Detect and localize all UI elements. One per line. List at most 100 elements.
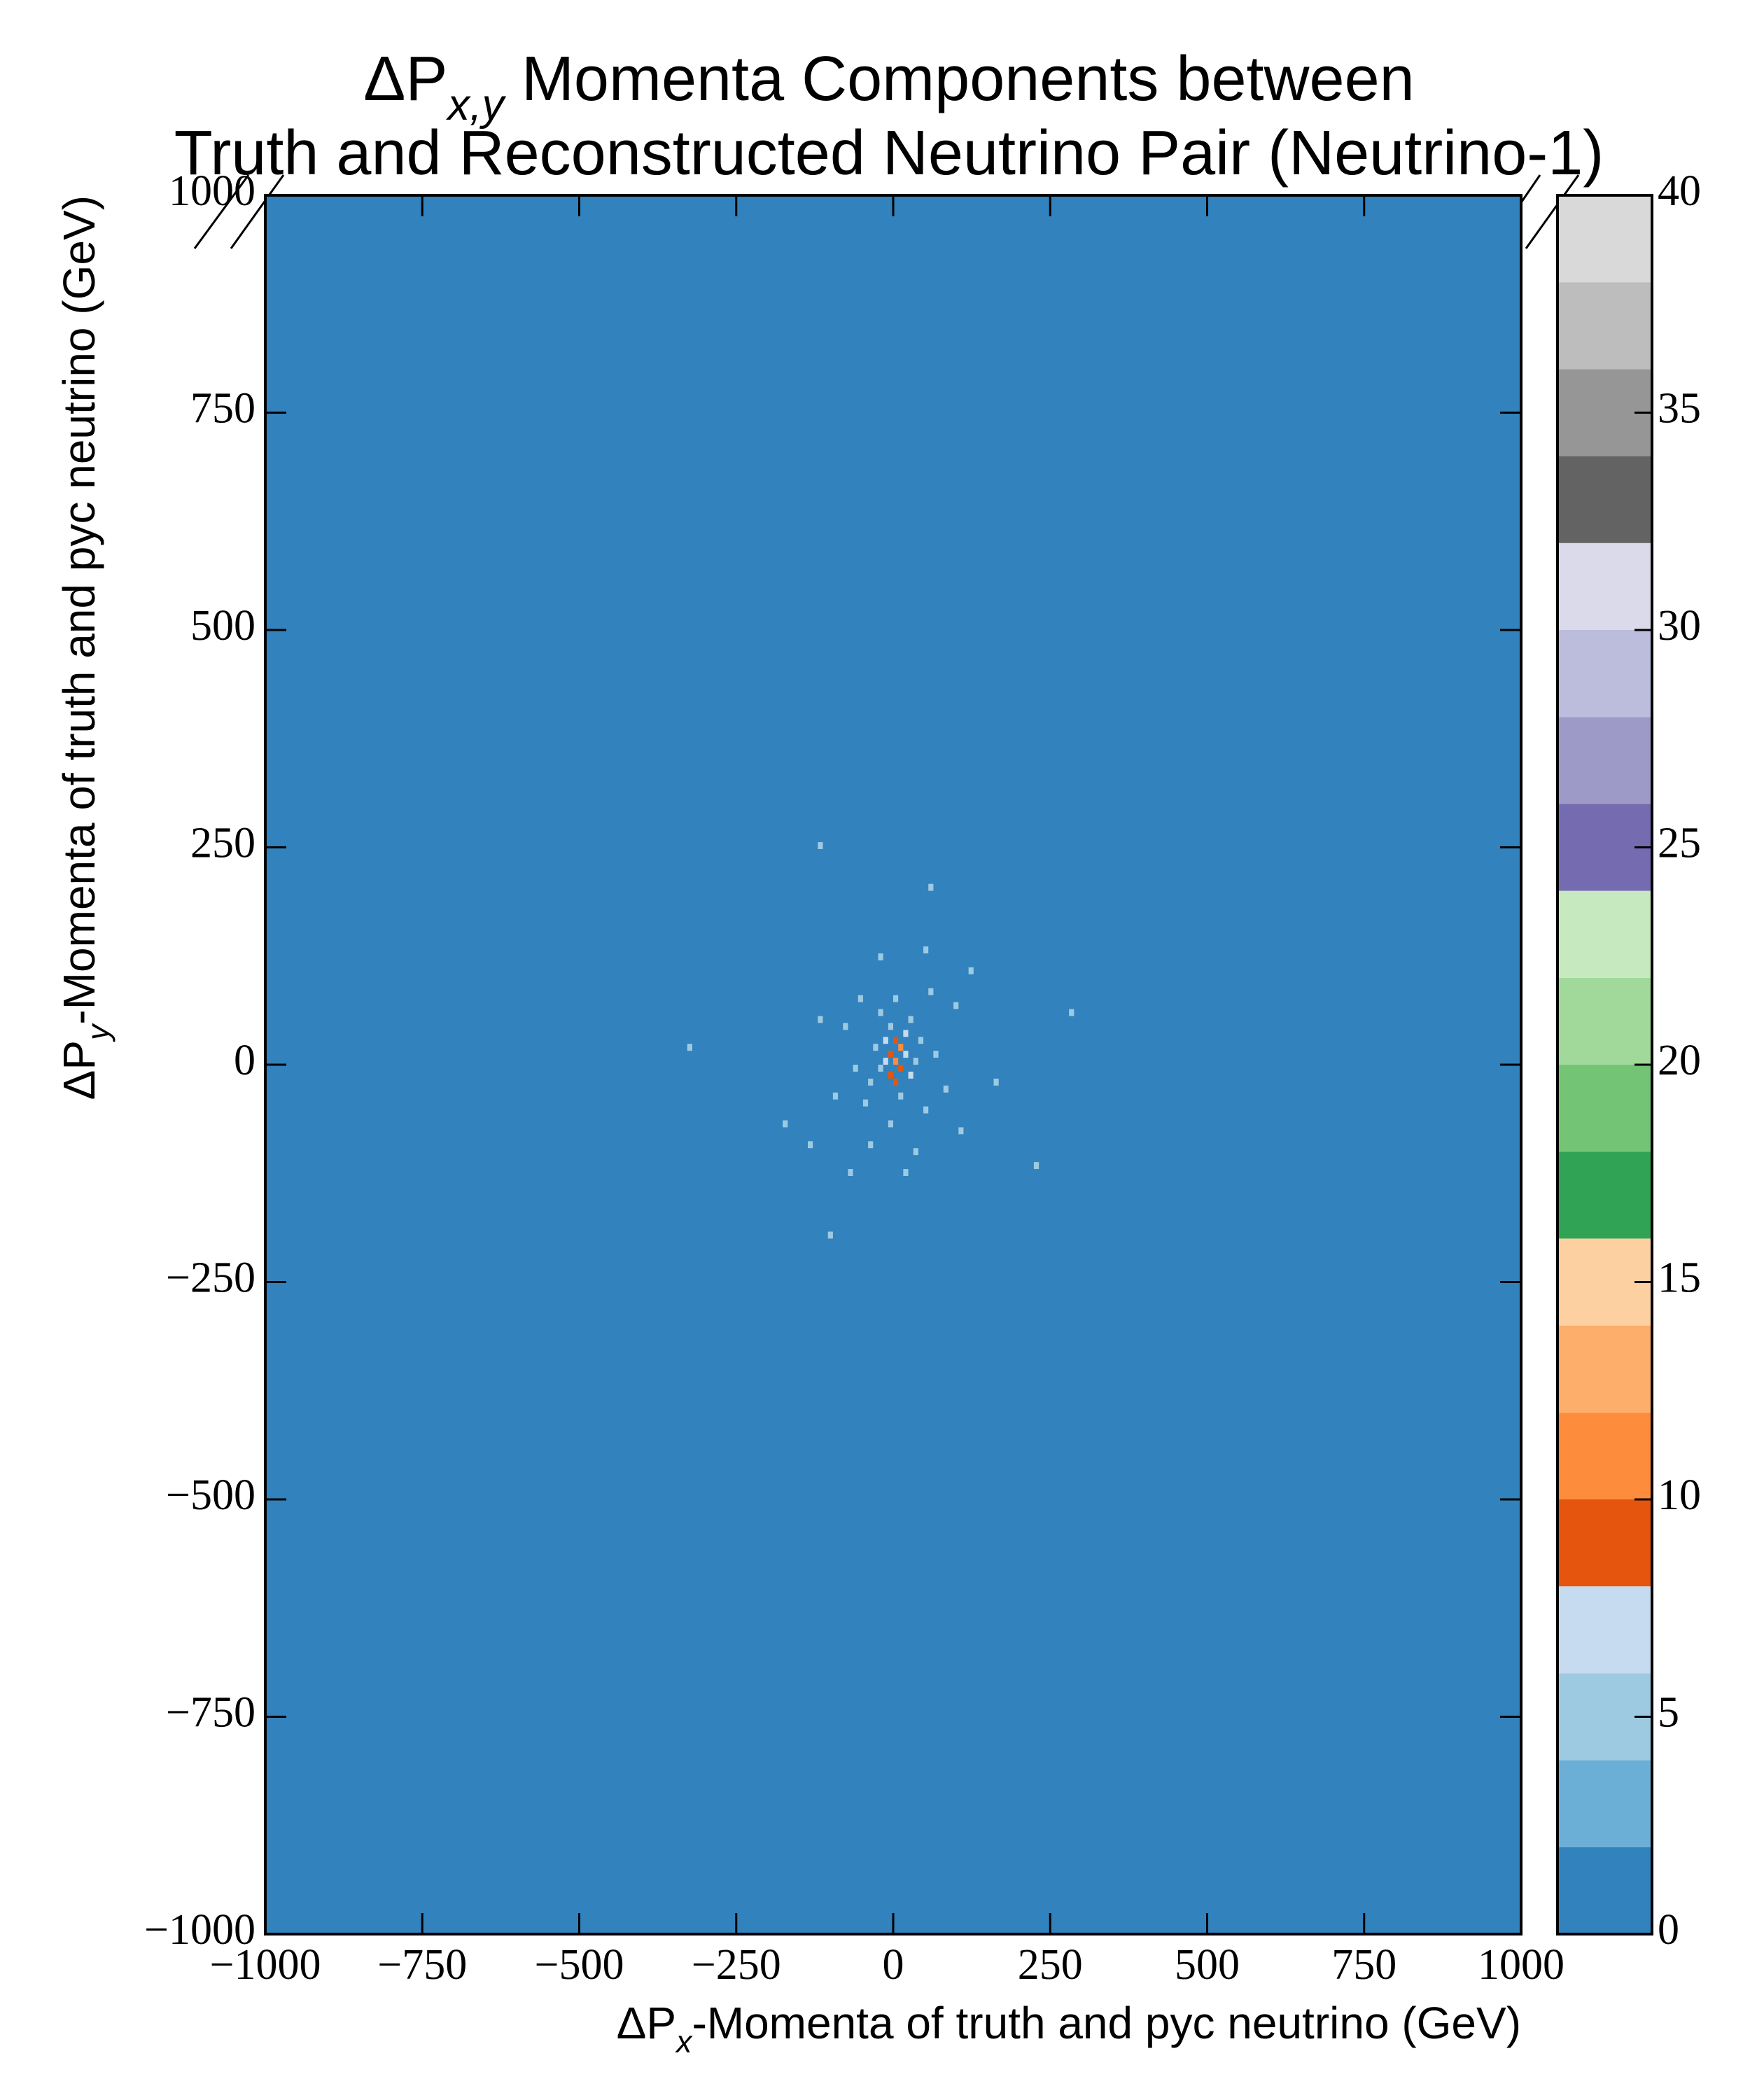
hist-cell xyxy=(888,1023,893,1030)
colorbar-band xyxy=(1558,1847,1652,1934)
hist-cell xyxy=(868,1141,874,1149)
x-tick-label: 0 xyxy=(883,1941,904,1989)
colorbar-band xyxy=(1558,890,1652,978)
colorbar-band xyxy=(1558,195,1652,283)
x-axis-label-part: x xyxy=(675,2024,693,2059)
colorbar-band xyxy=(1558,1499,1652,1587)
hist-cell xyxy=(853,1065,858,1072)
hist-cell xyxy=(903,1030,909,1037)
hist-cell xyxy=(913,1148,918,1156)
y-tick-label: 750 xyxy=(190,385,255,433)
x-axis-label: ΔPx-Momenta of truth and pyc neutrino (G… xyxy=(617,1998,1521,2059)
hist-cell xyxy=(933,1051,939,1058)
hist-cell xyxy=(893,1078,899,1086)
hist-cell xyxy=(818,842,823,849)
chart-title-part: Truth and Reconstructed Neutrino Pair (N… xyxy=(174,118,1604,188)
y-tick-label: 1000 xyxy=(169,167,255,215)
hist-cell xyxy=(893,1037,899,1044)
x-tick-label: −250 xyxy=(692,1941,781,1989)
x-tick-label: 1000 xyxy=(1478,1941,1564,1989)
hist-cell xyxy=(1069,1009,1074,1016)
hist-cell xyxy=(878,953,883,960)
hist-cell xyxy=(873,1044,878,1051)
chart-title: Truth and Reconstructed Neutrino Pair (N… xyxy=(174,118,1604,188)
hist-cell xyxy=(878,1009,883,1016)
hist-cell xyxy=(943,1085,948,1093)
hist-cell xyxy=(832,1092,839,1100)
hist-cell xyxy=(898,1065,904,1072)
y-axis-label-part: y xyxy=(80,1023,115,1042)
y-tick-label: −750 xyxy=(166,1689,255,1737)
hist-cell xyxy=(888,1071,893,1079)
y-tick-label: 500 xyxy=(190,602,255,650)
x-axis-label-part: ΔP xyxy=(617,1998,676,2048)
chart-title-part: Momenta Components between xyxy=(504,44,1415,114)
colorbar-band xyxy=(1558,456,1652,543)
hist-cell xyxy=(928,988,934,995)
colorbar-band xyxy=(1558,542,1652,630)
y-tick-label: −500 xyxy=(166,1471,255,1519)
colorbar-tick-label: 20 xyxy=(1658,1037,1701,1084)
y-tick-label: 0 xyxy=(234,1037,255,1084)
hist-cell xyxy=(898,1044,904,1051)
hist-cell xyxy=(687,1044,692,1051)
colorbar-band xyxy=(1558,282,1652,370)
hist-cell xyxy=(893,1058,899,1065)
y-tick-label: −1000 xyxy=(144,1906,255,1954)
hist-cell xyxy=(893,995,899,1002)
x-tick-label: −500 xyxy=(535,1941,624,1989)
y-axis-label-part: ΔP xyxy=(54,1040,104,1100)
colorbar-band xyxy=(1558,1065,1652,1152)
colorbar-tick-label: 15 xyxy=(1658,1254,1701,1302)
colorbar-tick-label: 5 xyxy=(1658,1689,1679,1737)
colorbar-band xyxy=(1558,717,1652,804)
colorbar-band xyxy=(1558,1325,1652,1413)
colorbar-tick-label: 35 xyxy=(1658,385,1701,433)
colorbar-band xyxy=(1558,630,1652,718)
hist-cell xyxy=(862,1099,869,1107)
colorbar-band xyxy=(1558,1152,1652,1239)
y-axis-label-part: -Momenta of truth and pyc neutrino (GeV) xyxy=(54,195,104,1025)
x-tick-label: −750 xyxy=(377,1941,467,1989)
chart-title: ΔPx,y Momenta Components between xyxy=(363,44,1414,130)
hist-cell xyxy=(818,1016,823,1023)
y-tick-label: −250 xyxy=(166,1254,255,1302)
hist-cell xyxy=(928,883,934,891)
colorbar-tick-label: 10 xyxy=(1658,1471,1701,1519)
hist-cell xyxy=(843,1023,848,1030)
chart-title-part: ΔP xyxy=(363,44,447,114)
hist-cell xyxy=(923,946,929,954)
hist-cell xyxy=(848,1169,853,1176)
hist-cell xyxy=(913,1058,918,1065)
colorbar-band xyxy=(1558,1760,1652,1847)
break-mark xyxy=(230,174,285,249)
colorbar-tick-label: 0 xyxy=(1658,1906,1679,1954)
x-tick-label: −1000 xyxy=(210,1941,321,1989)
x-tick-label: 500 xyxy=(1175,1941,1240,1989)
hist-cell xyxy=(808,1141,813,1149)
hist-cell xyxy=(883,1037,888,1044)
colorbar-tick-label: 25 xyxy=(1658,820,1701,867)
hist-cell xyxy=(888,1051,893,1058)
hist-cell xyxy=(858,995,863,1002)
colorbar-band xyxy=(1558,977,1652,1065)
colorbar-band xyxy=(1558,1586,1652,1674)
hist-cell xyxy=(883,1058,888,1065)
hist-cell xyxy=(783,1120,788,1128)
hist-cell xyxy=(903,1169,909,1176)
hist-cell xyxy=(908,1071,913,1079)
hist-cell xyxy=(993,1078,999,1086)
colorbar-band xyxy=(1558,1412,1652,1499)
hist-cell xyxy=(953,1002,959,1009)
hist-cell xyxy=(958,1127,964,1135)
hist-cell xyxy=(918,1037,924,1044)
hist-cell xyxy=(868,1078,874,1086)
hist-cell xyxy=(878,1065,883,1072)
hist-cell xyxy=(1033,1162,1040,1170)
colorbar-tick-label: 30 xyxy=(1658,602,1701,650)
break-mark xyxy=(193,174,250,249)
hist-cell xyxy=(908,1016,913,1023)
hist-cell xyxy=(827,1231,833,1239)
